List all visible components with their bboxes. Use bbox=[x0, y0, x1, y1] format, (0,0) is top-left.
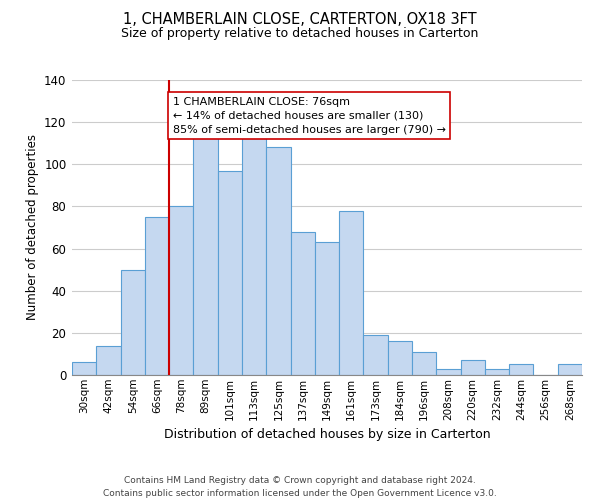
Y-axis label: Number of detached properties: Number of detached properties bbox=[26, 134, 38, 320]
Bar bbox=[364, 335, 388, 375]
Text: 1 CHAMBERLAIN CLOSE: 76sqm
← 14% of detached houses are smaller (130)
85% of sem: 1 CHAMBERLAIN CLOSE: 76sqm ← 14% of deta… bbox=[173, 97, 446, 135]
Bar bbox=[242, 130, 266, 375]
Bar bbox=[388, 342, 412, 375]
Bar bbox=[72, 362, 96, 375]
Bar bbox=[339, 210, 364, 375]
Bar bbox=[218, 170, 242, 375]
Bar bbox=[121, 270, 145, 375]
Text: Size of property relative to detached houses in Carterton: Size of property relative to detached ho… bbox=[121, 28, 479, 40]
Bar bbox=[315, 242, 339, 375]
Bar bbox=[169, 206, 193, 375]
Text: Contains HM Land Registry data © Crown copyright and database right 2024.
Contai: Contains HM Land Registry data © Crown c… bbox=[103, 476, 497, 498]
Bar bbox=[485, 368, 509, 375]
Bar bbox=[558, 364, 582, 375]
Bar bbox=[290, 232, 315, 375]
Bar bbox=[461, 360, 485, 375]
Bar bbox=[145, 217, 169, 375]
Bar bbox=[96, 346, 121, 375]
Bar bbox=[436, 368, 461, 375]
Bar bbox=[266, 148, 290, 375]
Bar bbox=[509, 364, 533, 375]
Text: 1, CHAMBERLAIN CLOSE, CARTERTON, OX18 3FT: 1, CHAMBERLAIN CLOSE, CARTERTON, OX18 3F… bbox=[123, 12, 477, 28]
Bar bbox=[412, 352, 436, 375]
X-axis label: Distribution of detached houses by size in Carterton: Distribution of detached houses by size … bbox=[164, 428, 490, 441]
Bar bbox=[193, 126, 218, 375]
